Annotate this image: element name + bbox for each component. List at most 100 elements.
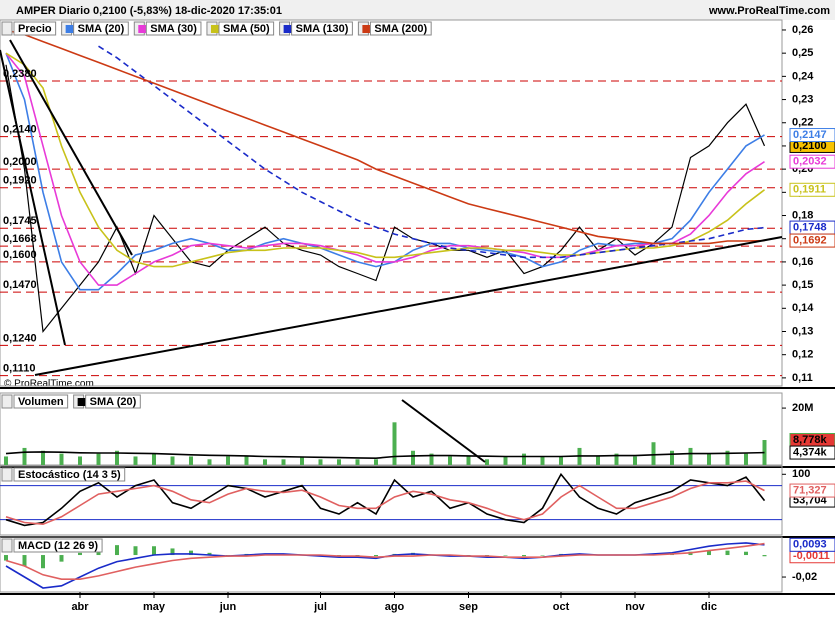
bar [744,551,748,556]
bar [4,555,8,561]
bar [78,456,82,465]
bar [41,555,45,569]
bar [725,550,730,556]
y-tick-label: 0,13 [792,325,813,337]
value-badge-label: 4,374k [793,446,828,458]
legend-bg [13,21,57,36]
bar [466,456,471,465]
legend-label: SMA (200) [374,23,427,35]
x-tick-label: ago [385,601,405,613]
copyright: © ProRealTime.com [4,379,94,390]
legend-label: MACD (12 26 9) [18,540,98,552]
bar [133,456,138,465]
level-label: 0,1745 [3,215,37,227]
legend-bg [218,21,275,36]
series-line [5,52,765,291]
bar [4,456,8,465]
x-tick-label: jun [219,601,237,613]
bar [115,450,119,465]
bar [96,453,101,465]
legend-label: SMA (20) [90,396,137,408]
x-tick-label: jul [313,601,327,613]
y-tick-label: 0,22 [792,117,813,129]
bar [226,555,230,556]
legend-box [1,394,13,409]
series-line [5,451,765,460]
bar [429,453,434,465]
bar [522,453,526,465]
legend-bg [145,21,202,36]
legend-box [1,21,13,36]
x-tick-label: dic [701,601,717,613]
y-tick-label: 0,24 [792,70,814,82]
y-tick-label: 0,18 [792,209,813,221]
bar [152,453,156,465]
y-tick-label: 0,14 [792,302,814,314]
legend-label: SMA (20) [78,23,125,35]
bar [485,459,489,465]
bar [300,456,304,465]
legend-label: SMA (50) [223,23,270,35]
level-label: 0,1240 [3,332,37,344]
legend-label: SMA (30) [150,23,197,35]
bar [133,546,138,556]
bar [189,550,193,556]
bar [374,459,378,465]
panel-frame [0,392,783,466]
series-line [5,542,765,580]
value-badge-label: 8,778k [793,434,828,446]
legend-swatch [65,25,75,33]
x-tick-label: abr [71,601,89,613]
trendlines [0,39,783,463]
value-badge-label: 0,2032 [793,156,827,168]
value-badge-label: 71,327 [793,484,827,496]
bar [115,545,119,556]
level-label: 0,2000 [3,156,37,168]
series-line [5,64,766,334]
bar [374,555,378,557]
value-badge-label: 0,1748 [793,221,827,233]
level-label: 0,2140 [3,124,37,136]
trendline [9,39,133,256]
bar [688,447,693,465]
legend-box [1,467,13,482]
series-line [5,52,765,286]
bar [559,456,563,465]
bar [448,456,452,465]
y-tick-label: 20M [792,402,813,414]
trendline [34,236,783,376]
bar [466,555,471,556]
legend-bg [13,394,69,409]
bar [762,555,767,557]
bar [707,550,711,556]
bar [152,546,156,556]
legend-bg [13,538,103,553]
trendline [0,49,66,346]
x-tick-label: oct [553,601,570,613]
x-tick-label: sep [459,601,478,613]
bar [170,548,175,556]
y-tick-label: 0,26 [792,24,813,36]
legend-bg [13,467,126,482]
series-line [5,480,765,526]
value-badge-label: 0,0093 [793,539,827,551]
legend-swatch [210,25,220,33]
bar [59,453,64,465]
bar [596,456,600,465]
bar [207,552,212,556]
legend-bg [73,21,129,36]
value-badge [789,445,835,460]
value-badge-label: 0,1911 [793,184,826,196]
value-badge [789,182,835,197]
level-label: 0,1668 [3,233,37,245]
y-tick-label: 0,25 [792,47,813,59]
bar [189,456,193,465]
bar [725,450,730,465]
bar [263,459,267,465]
trendline [401,399,486,463]
bar [170,456,175,465]
series-line [5,29,765,245]
bar [318,459,323,465]
y-tick-label: 0,23 [792,93,813,105]
